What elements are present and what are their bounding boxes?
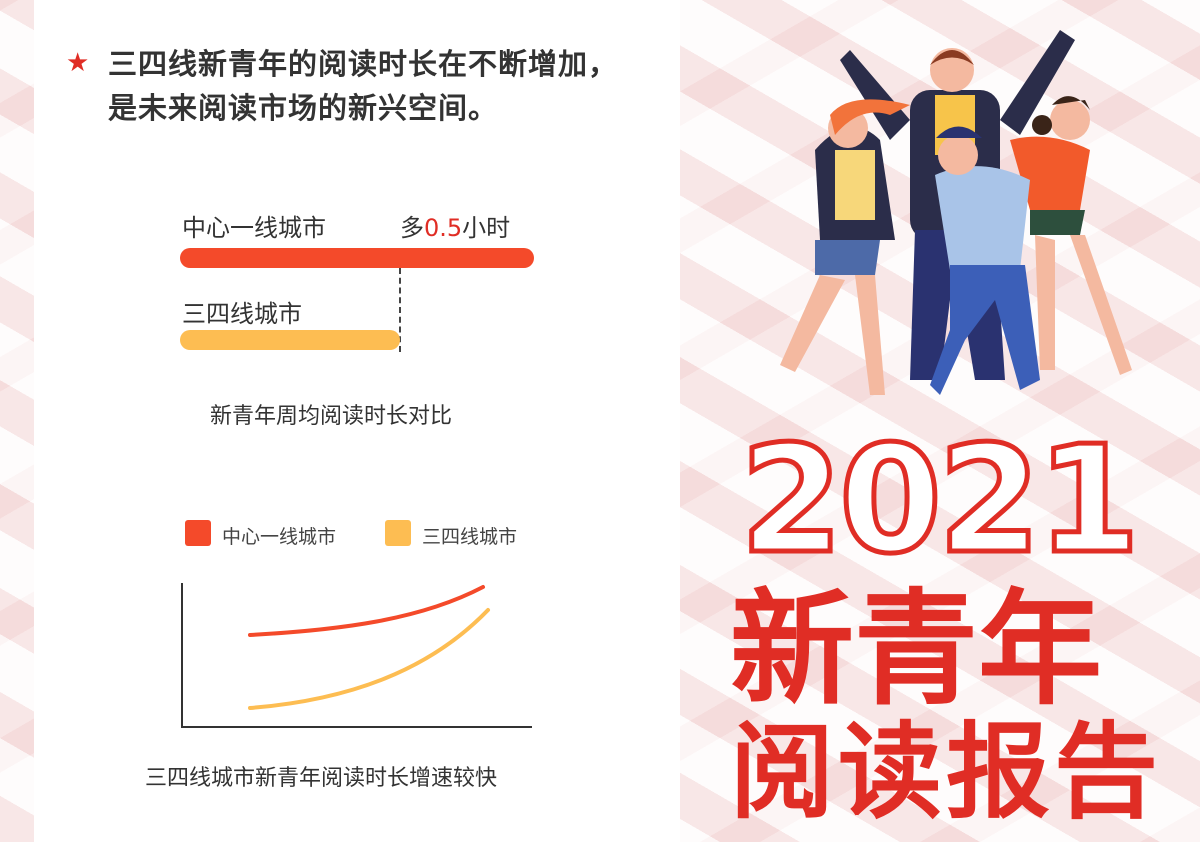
- title-year: 2021: [738, 414, 1143, 586]
- legend-swatch-tier1: [185, 520, 211, 546]
- headline-line-2: 是未来阅读市场的新兴空间。: [108, 91, 499, 125]
- legend-label-tier3: 三四线城市: [422, 526, 518, 548]
- legend-swatch-tier3: [385, 520, 411, 546]
- bar-caption: 新青年周均阅读时长对比: [210, 404, 453, 429]
- star-icon: ★: [66, 48, 90, 78]
- content-card: [34, 0, 680, 842]
- bar-label-tier1: 中心一线城市: [182, 214, 326, 242]
- diff-label: 多0.5小时: [400, 208, 510, 243]
- title-line-2: 阅读报告: [730, 711, 1163, 833]
- title-line-1: 新青年: [730, 578, 1103, 722]
- line-chart: [181, 583, 532, 728]
- legend-label-tier1: 中心一线城市: [222, 526, 337, 548]
- young-people-illustration: [780, 30, 1132, 395]
- series-line-tier3: [248, 608, 490, 710]
- diff-suffix: 小时: [462, 214, 511, 242]
- headline: 三四线新青年的阅读时长在不断增加， 是未来阅读市场的新兴空间。: [108, 42, 618, 130]
- diff-value: 0.5: [424, 214, 463, 242]
- bar-label-tier3: 三四线城市: [182, 300, 302, 328]
- line-chart-caption: 三四线城市新青年阅读时长增速较快: [145, 766, 498, 791]
- chart-axes: [181, 583, 532, 728]
- diff-prefix: 多: [400, 214, 424, 242]
- bar-tier1: [180, 248, 534, 268]
- bar-tier3: [180, 330, 400, 350]
- series-line-tier1: [248, 585, 485, 637]
- headline-line-1: 三四线新青年的阅读时长在不断增加，: [108, 47, 619, 81]
- dashed-divider: [399, 268, 401, 352]
